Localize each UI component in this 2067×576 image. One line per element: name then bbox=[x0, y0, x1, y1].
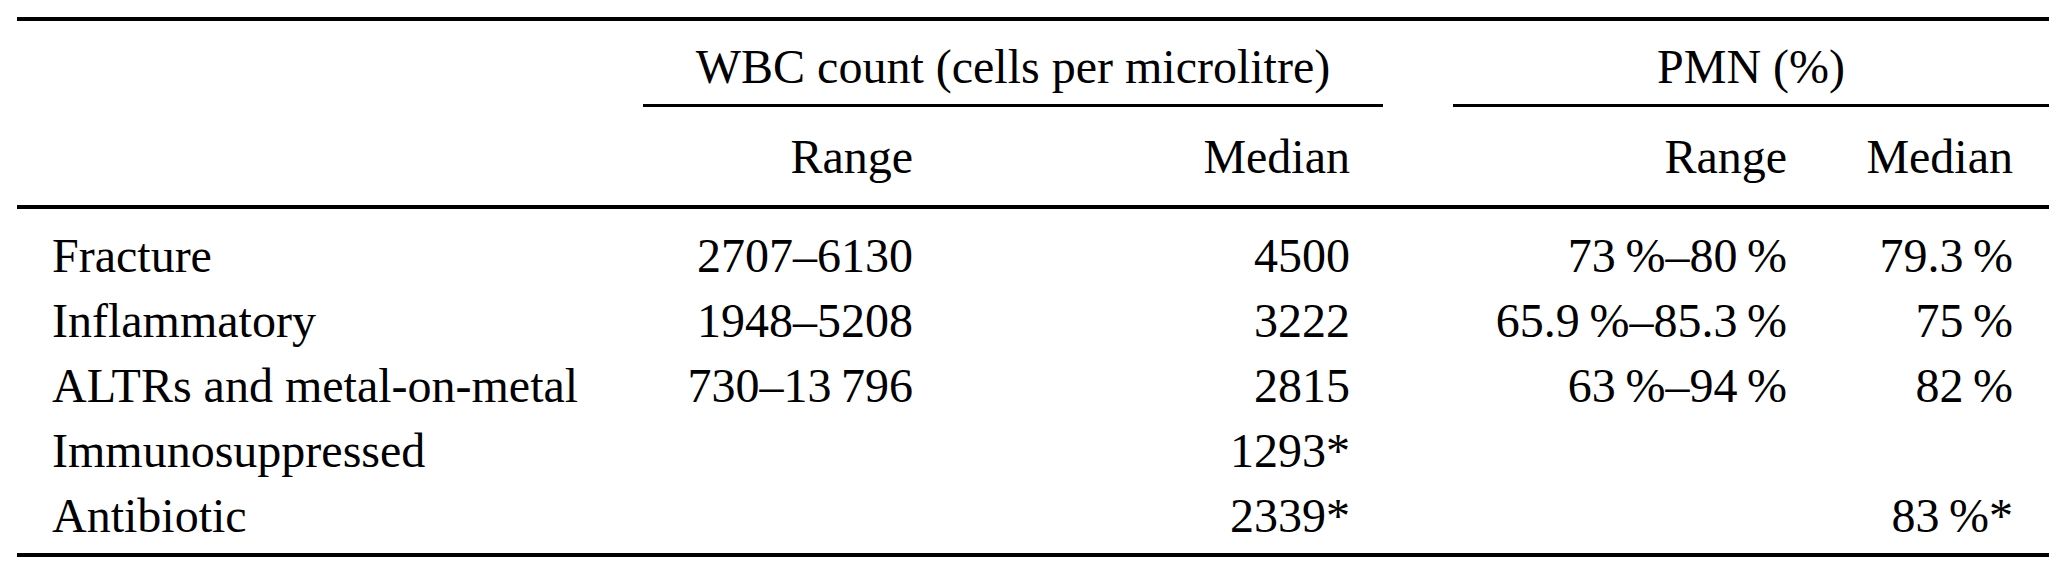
pmn-median-value: 79.3 % bbox=[1750, 232, 2013, 280]
wbc-count-group-header: WBC count (cells per microlitre) bbox=[643, 43, 1383, 91]
mid-rule bbox=[17, 205, 2049, 209]
table-row-fracture: Fracture 2707–6130 4500 73 %–80 % 79.3 % bbox=[0, 232, 2067, 288]
pmn-group-header: PMN (%) bbox=[1453, 43, 2049, 91]
row-label: Antibiotic bbox=[52, 492, 622, 540]
wbc-median-column-header: Median bbox=[1000, 133, 1350, 181]
wbc-range-value: 1948–5208 bbox=[600, 297, 913, 345]
wbc-range-column-header: Range bbox=[600, 133, 913, 181]
pmn-range-value: 63 %–94 % bbox=[1400, 362, 1787, 410]
row-label: Inflammatory bbox=[52, 297, 622, 345]
wbc-range-value: 2707–6130 bbox=[600, 232, 913, 280]
pmn-median-column-header: Median bbox=[1750, 133, 2013, 181]
pmn-range-value: 65.9 %–85.3 % bbox=[1400, 297, 1787, 345]
sub-header-row: Range Median Range Median bbox=[0, 133, 2067, 189]
pmn-range-column-header: Range bbox=[1400, 133, 1787, 181]
table-row-antibiotic: Antibiotic 2339* 83 %* bbox=[0, 492, 2067, 548]
bottom-rule bbox=[17, 553, 2049, 557]
synovial-fluid-results-table: WBC count (cells per microlitre) PMN (%)… bbox=[0, 0, 2067, 576]
top-rule bbox=[17, 17, 2049, 21]
pmn-range-value: 73 %–80 % bbox=[1400, 232, 1787, 280]
table-row-inflammatory: Inflammatory 1948–5208 3222 65.9 %–85.3 … bbox=[0, 297, 2067, 353]
pmn-median-value: 83 %* bbox=[1750, 492, 2013, 540]
wbc-median-value: 2339* bbox=[1000, 492, 1350, 540]
wbc-cmidrule bbox=[643, 104, 1383, 107]
wbc-median-value: 3222 bbox=[1000, 297, 1350, 345]
pmn-median-value: 82 % bbox=[1750, 362, 2013, 410]
pmn-cmidrule bbox=[1453, 104, 2049, 107]
row-label: Fracture bbox=[52, 232, 622, 280]
wbc-median-value: 2815 bbox=[1000, 362, 1350, 410]
wbc-range-value: 730–13 796 bbox=[600, 362, 913, 410]
table-row-immunosuppressed: Immunosuppressed 1293* bbox=[0, 427, 2067, 483]
pmn-median-value: 75 % bbox=[1750, 297, 2013, 345]
row-label: Immunosuppressed bbox=[52, 427, 622, 475]
wbc-median-value: 1293* bbox=[1000, 427, 1350, 475]
wbc-median-value: 4500 bbox=[1000, 232, 1350, 280]
table-row-altrs-metal-on-metal: ALTRs and metal-on-metal 730–13 796 2815… bbox=[0, 362, 2067, 418]
row-label: ALTRs and metal-on-metal bbox=[52, 362, 622, 410]
